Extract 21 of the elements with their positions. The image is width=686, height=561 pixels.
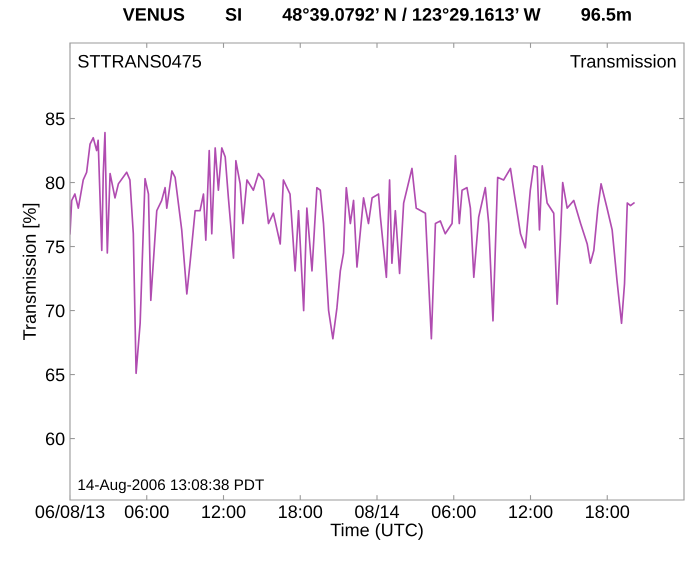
x-tick-label: 18:00	[586, 505, 630, 518]
x-tick-label: 12:00	[202, 505, 246, 518]
annotation: Transmission	[570, 54, 676, 68]
y-tick-label: 75	[46, 240, 64, 254]
y-axis-title: Transmission [%]	[22, 204, 40, 340]
line-series	[70, 132, 635, 374]
y-tick-label: 80	[46, 176, 64, 190]
x-tick-label: 12:00	[509, 505, 552, 518]
y-tick-label: 60	[46, 432, 64, 446]
x-tick-label: 06:00	[432, 505, 476, 518]
x-tick-label: 08/14	[355, 504, 400, 518]
y-tick-label: 85	[46, 112, 64, 126]
x-tick-label: 06:00	[124, 505, 169, 518]
x-tick-label: 06/08/13	[36, 504, 104, 518]
y-tick-label: 70	[46, 304, 64, 318]
y-tick-label: 65	[46, 368, 64, 382]
annotation: STTRANS0475	[78, 54, 202, 68]
annotation: 14-Aug-2006 13:08:38 PDT	[78, 479, 264, 494]
x-axis-title: Time (UTC)	[330, 523, 423, 540]
x-tick-label: 18:00	[279, 505, 322, 518]
chart-title: VENUS SI 48°39.0792’ N / 123°29.1613’ W 96.5m	[122, 8, 631, 22]
